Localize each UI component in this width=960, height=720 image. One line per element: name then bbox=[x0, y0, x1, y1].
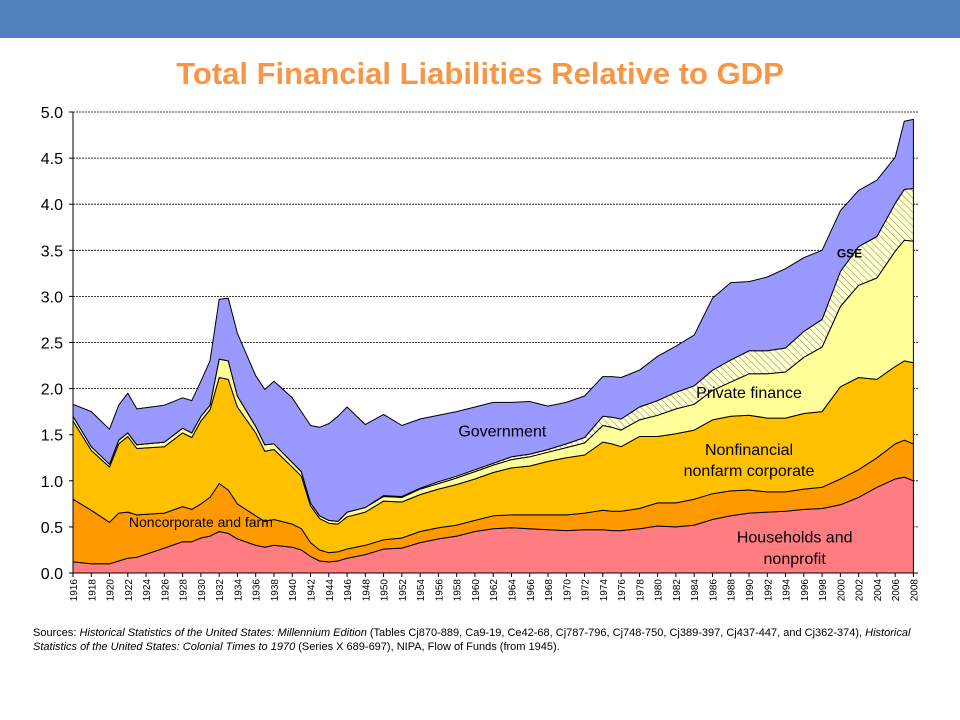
x-tick-label: 1948 bbox=[361, 579, 372, 602]
source-1-title: Historical Statistics of the United Stat… bbox=[79, 627, 367, 639]
area-label: Private finance bbox=[696, 385, 802, 402]
y-tick-label: 4.0 bbox=[41, 197, 63, 214]
x-tick-label: 1998 bbox=[818, 579, 829, 602]
y-tick-label: 3.5 bbox=[41, 243, 63, 260]
x-tick-label: 1952 bbox=[398, 579, 409, 602]
x-tick-label: 2008 bbox=[909, 579, 920, 602]
x-tick-label: 1990 bbox=[745, 579, 756, 602]
x-tick-label: 1974 bbox=[599, 579, 610, 602]
x-tick-label: 1932 bbox=[215, 579, 226, 602]
chart-title: Total Financial Liabilities Relative to … bbox=[176, 56, 784, 91]
stacked-areas bbox=[72, 118, 914, 574]
x-tick-label: 1994 bbox=[782, 579, 793, 602]
x-tick-label: 1982 bbox=[672, 579, 683, 602]
y-tick-label: 1.0 bbox=[41, 474, 63, 491]
x-tick-label: 1970 bbox=[562, 579, 573, 602]
x-tick-label: 1940 bbox=[288, 579, 299, 602]
y-tick-label: 3.0 bbox=[41, 289, 63, 306]
x-tick-label: 1978 bbox=[635, 579, 646, 602]
y-tick-label: 5.0 bbox=[41, 105, 63, 122]
x-tick-label: 1936 bbox=[252, 579, 263, 602]
sources-prefix: Sources: bbox=[33, 627, 80, 639]
area-labels: Government Private finance GSE Nonfinancial… bbox=[129, 247, 862, 568]
area-label: nonfarm corporate bbox=[684, 463, 815, 480]
x-tick-label: 1930 bbox=[197, 579, 208, 602]
header-bar bbox=[0, 0, 960, 38]
x-tick-label: 1944 bbox=[325, 579, 336, 602]
x-tick-label: 1956 bbox=[434, 579, 445, 602]
x-tick-label: 1986 bbox=[708, 579, 719, 602]
x-tick-label: 1988 bbox=[727, 579, 738, 602]
sources-note: Sources: Historical Statistics of the Un… bbox=[33, 626, 923, 654]
y-tick-label: 1.5 bbox=[41, 428, 63, 445]
area-label: Government bbox=[458, 424, 547, 441]
x-tick-label: 1964 bbox=[507, 579, 518, 602]
y-tick-label: 0.0 bbox=[41, 566, 63, 583]
y-tick-label: 2.0 bbox=[41, 382, 63, 399]
x-tick-label: 1984 bbox=[690, 579, 701, 602]
y-tick-label: 2.5 bbox=[41, 336, 63, 353]
area-label: nonprofit bbox=[764, 551, 827, 568]
x-tick-label: 1962 bbox=[489, 579, 500, 602]
x-tick-label: 2004 bbox=[873, 579, 884, 602]
source-1-detail: (Tables Cj870-889, Ca9-19, Ce42-68, Cj78… bbox=[366, 627, 866, 639]
area-label: Noncorporate and farm bbox=[129, 514, 273, 530]
x-tick-label: 1946 bbox=[343, 579, 354, 602]
x-tick-label: 1958 bbox=[453, 579, 464, 602]
x-tick-label: 1950 bbox=[380, 579, 391, 602]
x-tick-label: 1938 bbox=[270, 579, 281, 602]
x-tick-label: 1992 bbox=[763, 579, 774, 602]
x-tick-label: 1980 bbox=[654, 579, 665, 602]
x-tick-label: 1976 bbox=[617, 579, 628, 602]
x-tick-label: 1996 bbox=[800, 579, 811, 602]
x-tick-label: 1966 bbox=[526, 579, 537, 602]
x-tick-label: 1968 bbox=[544, 579, 555, 602]
area-government bbox=[72, 118, 914, 522]
x-tick-label: 1918 bbox=[87, 579, 98, 602]
x-tick-label: 1922 bbox=[124, 579, 135, 602]
x-tick-label: 1924 bbox=[142, 579, 153, 602]
x-tick-label: 1954 bbox=[416, 579, 427, 602]
x-tick-label: 2000 bbox=[836, 579, 847, 602]
x-tick-label: 1916 bbox=[69, 579, 80, 602]
area-label: Nonfinancial bbox=[705, 442, 793, 459]
x-tick-label: 1920 bbox=[106, 579, 117, 602]
source-2-detail: (Series X 689-697), NIPA, Flow of Funds … bbox=[295, 641, 560, 653]
source-2-title: Historical Statistics of the United Stat… bbox=[33, 627, 911, 653]
x-tick-label: 1928 bbox=[179, 579, 190, 602]
area-label: Households and bbox=[737, 530, 853, 547]
y-tick-label: 0.5 bbox=[41, 520, 63, 537]
x-axis-ticks: 1916 1918 1920 1922 1924 1926 1928 1930 1932 1934… bbox=[69, 573, 920, 601]
x-tick-label: 2006 bbox=[891, 579, 902, 602]
y-axis-ticks: 0.0 0.5 1.0 1.5 2.0 2.5 3.0 3.5 4.0 4.5 5.0 bbox=[41, 105, 73, 583]
x-tick-label: 2002 bbox=[855, 579, 866, 602]
area-label: GSE bbox=[837, 247, 862, 261]
x-tick-label: 1934 bbox=[233, 579, 244, 602]
x-tick-label: 1960 bbox=[471, 579, 482, 602]
x-tick-label: 1942 bbox=[307, 579, 318, 602]
y-tick-label: 4.5 bbox=[41, 151, 63, 168]
chart: 0.00.51.01.52.02.53.03.54.04.55.0 1916 19… bbox=[41, 105, 921, 601]
x-tick-label: 1926 bbox=[160, 579, 171, 602]
x-tick-label: 1972 bbox=[581, 579, 592, 602]
